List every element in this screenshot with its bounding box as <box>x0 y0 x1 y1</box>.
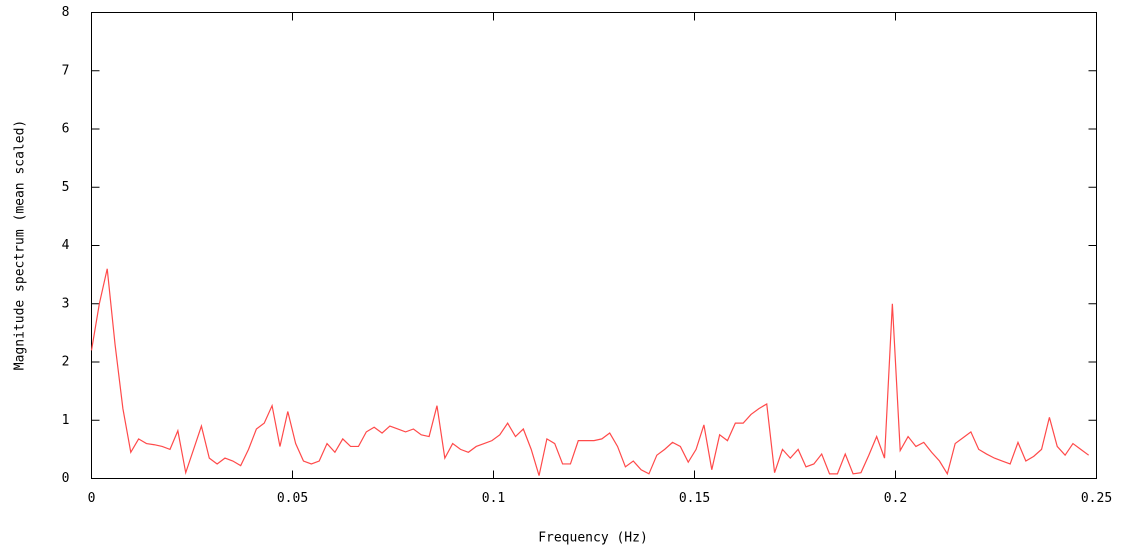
y-tick-label: 3 <box>62 296 70 311</box>
y-tick-label: 4 <box>62 238 70 253</box>
y-tick-label: 1 <box>62 413 70 428</box>
x-tick-label: 0.25 <box>1081 491 1112 506</box>
x-tick-label: 0.05 <box>277 491 308 506</box>
y-tick-label: 2 <box>62 355 70 370</box>
y-tick-label: 7 <box>62 63 70 78</box>
y-tick-label: 8 <box>62 5 70 20</box>
x-tick-label: 0 <box>88 491 96 506</box>
x-tick-label: 0.1 <box>482 491 505 506</box>
x-tick-label: 0.2 <box>884 491 907 506</box>
y-axis-label: Magnitude spectrum (mean scaled) <box>13 120 28 370</box>
y-tick-label: 5 <box>62 180 70 195</box>
x-tick-label: 0.15 <box>679 491 710 506</box>
y-tick-label: 6 <box>62 122 70 137</box>
y-tick-label: 0 <box>62 471 70 486</box>
plot-frame <box>91 12 1097 479</box>
x-axis-label: Frequency (Hz) <box>538 531 648 546</box>
data-line <box>90 268 1090 476</box>
